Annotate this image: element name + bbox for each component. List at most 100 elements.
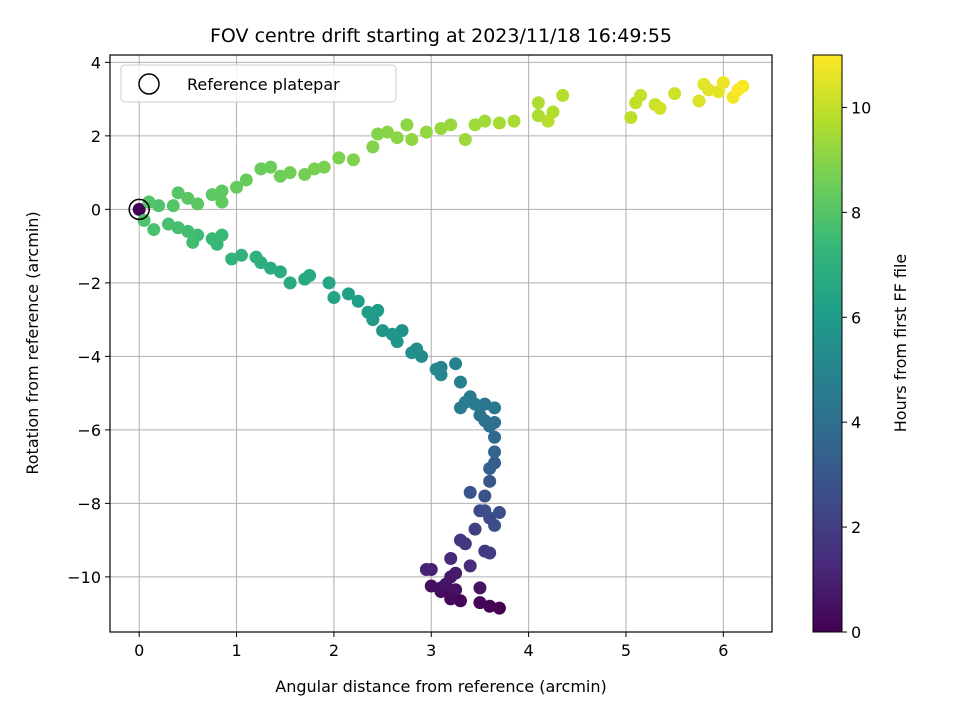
legend-label: Reference platepar: [187, 75, 340, 94]
scatter-point: [458, 133, 472, 147]
scatter-point: [239, 173, 253, 187]
plot-frame: [109, 54, 773, 633]
colorbar: [812, 54, 843, 633]
scatter-point: [449, 583, 463, 597]
x-tick-label: 2: [329, 641, 339, 660]
y-tick-label: 0: [91, 200, 101, 219]
scatter-point: [317, 160, 331, 174]
scatter-point: [307, 162, 321, 176]
scatter-point: [405, 346, 419, 360]
scatter-point: [371, 127, 385, 141]
scatter-point: [468, 522, 482, 536]
scatter-point: [346, 153, 360, 167]
y-tick-label: −2: [77, 274, 101, 293]
scatter-point: [181, 191, 195, 205]
x-tick-label: 0: [134, 641, 144, 660]
scatter-point: [215, 195, 229, 209]
y-tick-label: 2: [91, 127, 101, 146]
scatter-point: [371, 303, 385, 317]
scatter-point: [264, 261, 278, 275]
scatter-point: [483, 546, 497, 560]
scatter-point: [264, 160, 278, 174]
scatter-point: [444, 118, 458, 132]
scatter-point: [458, 395, 472, 409]
scatter-point: [488, 518, 502, 532]
scatter-point: [453, 594, 467, 608]
scatter-point: [653, 101, 667, 115]
scatter-point: [556, 88, 570, 102]
scatter-point: [716, 76, 730, 90]
colorbar-tick-label: 6: [851, 308, 861, 327]
scatter-point: [488, 416, 502, 430]
y-axis-label: Rotation from reference (arcmin): [23, 211, 42, 474]
colorbar-tick-label: 10: [851, 98, 871, 117]
y-tick-label: −10: [67, 568, 101, 587]
scatter-point: [453, 375, 467, 389]
colorbar-tick-label: 4: [851, 413, 861, 432]
chart-title: FOV centre drift starting at 2023/11/18 …: [210, 25, 672, 47]
scatter-point: [697, 77, 711, 91]
scatter-point: [132, 202, 146, 216]
scatter-point: [488, 430, 502, 444]
scatter-point: [171, 186, 185, 200]
scatter-point: [541, 114, 555, 128]
scatter-point: [531, 109, 545, 123]
scatter-point: [380, 125, 394, 139]
scatter-point: [283, 276, 297, 290]
x-tick-label: 6: [718, 641, 728, 660]
x-axis-ticks: 0 1 2 3 4 5 6: [134, 632, 728, 660]
scatter-point: [488, 445, 502, 459]
scatter-point: [254, 162, 268, 176]
y-tick-label: −8: [77, 494, 101, 513]
legend-box: [120, 64, 397, 103]
x-tick-label: 4: [524, 641, 534, 660]
scatter-point: [731, 83, 745, 97]
scatter-point: [434, 368, 448, 382]
colorbar-tick-label: 8: [851, 203, 861, 222]
scatter-point: [298, 272, 312, 286]
scatter-point: [492, 601, 506, 615]
scatter-point: [507, 114, 521, 128]
x-tick-label: 1: [231, 641, 241, 660]
scatter-point: [444, 551, 458, 565]
scatter-point: [215, 184, 229, 198]
scatter-point: [215, 228, 229, 242]
scatter-point: [531, 96, 545, 110]
scatter-point: [137, 213, 151, 227]
scatter-point: [488, 401, 502, 415]
scatter-point: [478, 504, 492, 518]
scatter-point: [483, 474, 497, 488]
scatter-points: [128, 76, 750, 615]
scatter-point: [186, 235, 200, 249]
scatter-point: [351, 294, 365, 308]
scatter-point: [492, 116, 506, 130]
scatter-point: [298, 167, 312, 181]
x-tick-label: 5: [621, 641, 631, 660]
scatter-point: [361, 305, 375, 319]
colorbar-ticks: 0 2 4 6 8 10: [842, 98, 871, 642]
scatter-point: [458, 537, 472, 551]
scatter-point: [463, 559, 477, 573]
legend: Reference platepar: [120, 64, 397, 103]
grid-lines: [110, 55, 772, 632]
scatter-point: [492, 506, 506, 520]
y-tick-label: −4: [77, 347, 101, 366]
scatter-point: [342, 287, 356, 301]
scatter-point: [463, 485, 477, 499]
scatter-point: [166, 199, 180, 213]
scatter-point: [424, 579, 438, 593]
scatter-point: [419, 563, 433, 577]
x-tick-label: 3: [426, 641, 436, 660]
scatter-point: [376, 324, 390, 338]
scatter-point: [473, 581, 487, 595]
scatter-point: [473, 408, 487, 422]
scatter-point: [692, 94, 706, 108]
scatter-point: [634, 88, 648, 102]
scatter-point: [230, 180, 244, 194]
scatter-point: [390, 131, 404, 145]
scatter-point: [468, 397, 482, 411]
scatter-point: [478, 489, 492, 503]
scatter-point: [449, 566, 463, 580]
y-axis-ticks: 4 2 0 −2 −4 −6 −8 −10: [67, 53, 110, 587]
